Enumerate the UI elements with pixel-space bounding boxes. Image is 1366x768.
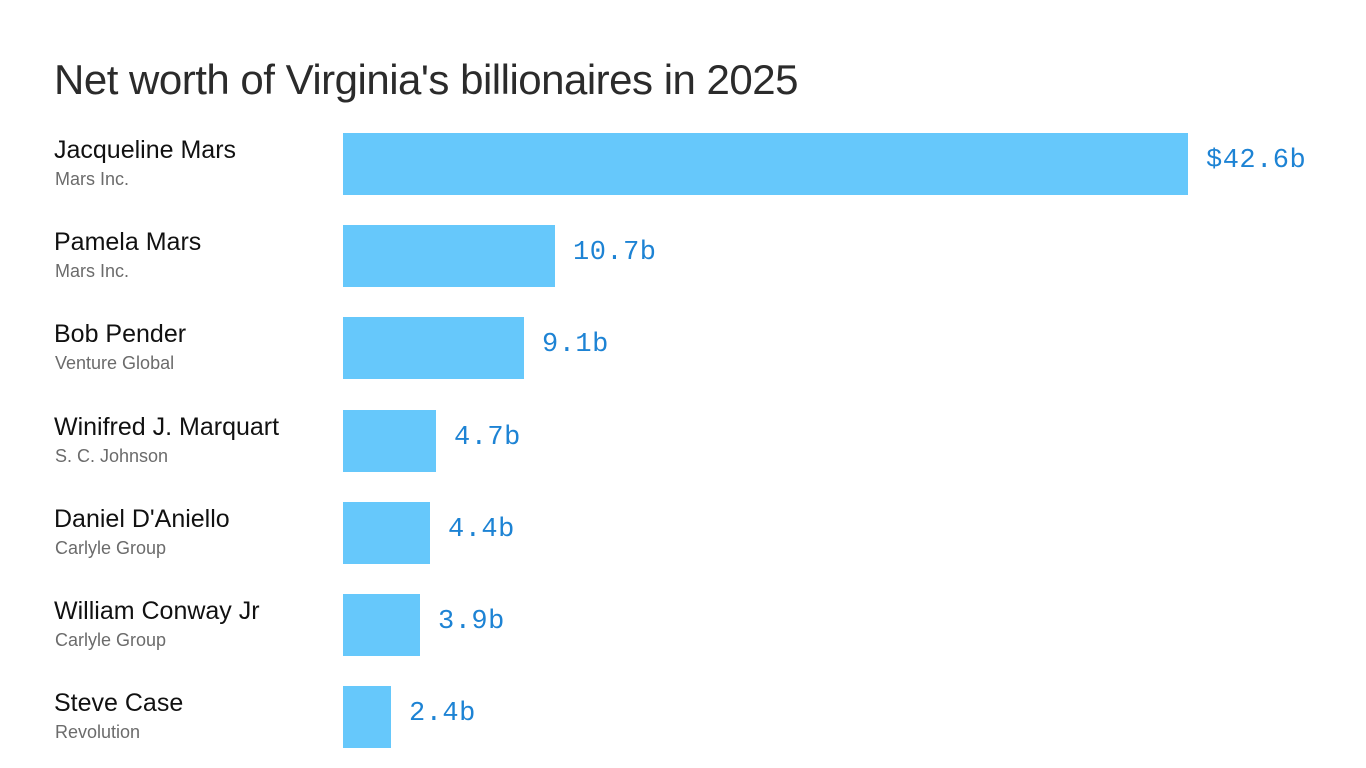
bar-row: William Conway Jr Carlyle Group 3.9b [0, 594, 1366, 656]
bar-row: Jacqueline Mars Mars Inc. $42.6b [0, 133, 1366, 195]
data-label: 2.4b [409, 699, 476, 729]
category-label: Pamela Mars [54, 228, 202, 256]
data-label: 10.7b [573, 238, 657, 268]
bar-row: Winifred J. Marquart S. C. Johnson 4.7b [0, 410, 1366, 472]
bar [343, 502, 430, 564]
bar-row: Pamela Mars Mars Inc. 10.7b [0, 225, 1366, 287]
bar-row: Steve Case Revolution 2.4b [0, 686, 1366, 748]
category-sublabel: Revolution [55, 722, 141, 742]
category-label: Bob Pender [54, 320, 187, 348]
data-label: 4.7b [454, 423, 521, 453]
category-sublabel: Carlyle Group [55, 630, 167, 650]
data-label: $42.6b [1206, 146, 1307, 176]
bar-row: Daniel D'Aniello Carlyle Group 4.4b [0, 502, 1366, 564]
data-label: 4.4b [448, 515, 515, 545]
category-label: William Conway Jr [54, 597, 260, 625]
bar [343, 686, 391, 748]
data-label: 9.1b [542, 330, 609, 360]
bar [343, 133, 1188, 195]
category-sublabel: Venture Global [55, 353, 175, 373]
category-sublabel: Carlyle Group [55, 538, 167, 558]
category-sublabel: Mars Inc. [55, 261, 130, 281]
chart-title: Net worth of Virginia's billionaires in … [54, 56, 799, 103]
bar-row: Bob Pender Venture Global 9.1b [0, 317, 1366, 379]
bar [343, 317, 524, 379]
category-label: Winifred J. Marquart [54, 413, 280, 441]
category-label: Jacqueline Mars [54, 136, 237, 164]
bar [343, 410, 436, 472]
category-sublabel: Mars Inc. [55, 169, 130, 189]
category-label: Daniel D'Aniello [54, 505, 230, 533]
category-label: Steve Case [54, 689, 184, 717]
bar [343, 225, 555, 287]
data-label: 3.9b [438, 607, 505, 637]
category-sublabel: S. C. Johnson [55, 446, 169, 466]
bar [343, 594, 420, 656]
